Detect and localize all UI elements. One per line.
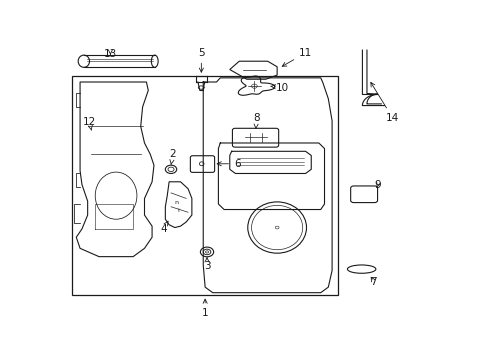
Text: 5: 5	[198, 48, 204, 72]
Text: 4: 4	[160, 221, 168, 234]
Text: 7: 7	[370, 276, 376, 287]
Text: 13: 13	[103, 49, 117, 59]
Text: n: n	[174, 200, 178, 205]
Text: 6: 6	[217, 159, 240, 169]
Text: 3: 3	[203, 258, 210, 271]
Text: 14: 14	[370, 82, 399, 123]
Text: 10: 10	[270, 82, 289, 93]
Text: 2: 2	[169, 149, 176, 165]
Text: 9: 9	[374, 180, 381, 190]
Text: 8: 8	[252, 113, 259, 129]
Text: i: i	[177, 208, 179, 213]
Text: 1: 1	[202, 299, 208, 319]
Text: 11: 11	[282, 48, 311, 66]
Text: 12: 12	[83, 117, 96, 130]
Bar	[72, 76, 337, 296]
